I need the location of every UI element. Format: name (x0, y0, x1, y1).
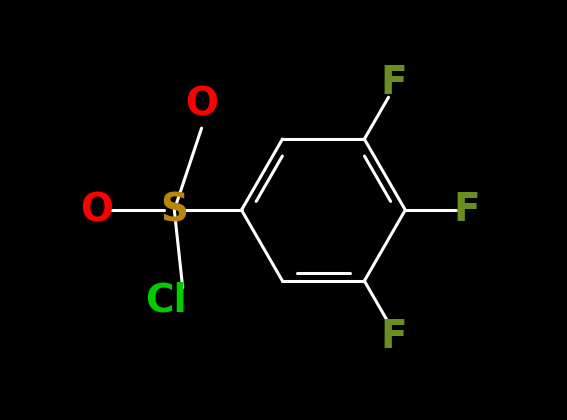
Text: Cl: Cl (145, 281, 187, 319)
Text: F: F (453, 191, 480, 229)
Text: O: O (80, 191, 113, 229)
Text: S: S (160, 191, 188, 229)
Text: F: F (380, 318, 407, 357)
Text: F: F (380, 63, 407, 102)
Text: O: O (185, 86, 218, 124)
